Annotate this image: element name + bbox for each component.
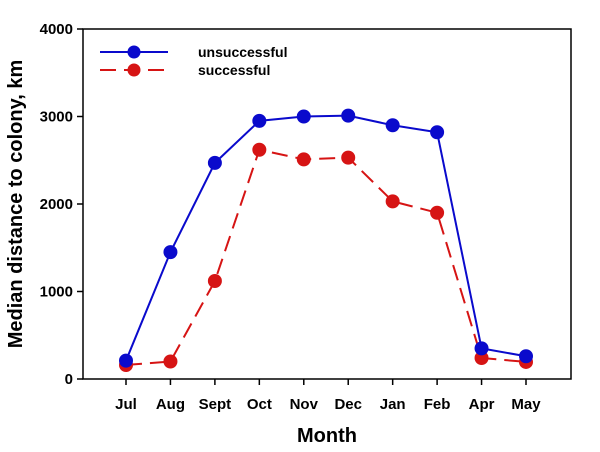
data-point [296, 152, 311, 167]
data-point [341, 108, 356, 123]
x-tick-label: Apr [469, 396, 495, 413]
series-unsuccessful [119, 108, 533, 368]
x-tick-label: Jan [380, 396, 406, 413]
y-tick-label: 2000 [40, 196, 73, 213]
legend-label: unsuccessful [198, 44, 287, 60]
series-line [125, 114, 527, 362]
x-axis-title: Month [297, 425, 357, 447]
series-successful [119, 142, 533, 372]
x-axis: Jul Aug Sept Oct Nov Dec Jan Feb Apr May [115, 379, 541, 413]
x-tick-label: Aug [156, 396, 185, 413]
legend-marker [127, 45, 141, 59]
x-tick-label: May [511, 396, 541, 413]
plot-frame [82, 28, 572, 380]
data-point [207, 155, 222, 170]
data-point [163, 354, 178, 369]
data-point [430, 125, 445, 140]
data-point [163, 245, 178, 260]
data-point [474, 341, 489, 356]
legend-marker [127, 63, 141, 77]
series-layer [119, 108, 533, 372]
legend: unsuccessful successful [100, 44, 287, 78]
data-point [385, 118, 400, 133]
data-point [385, 194, 400, 209]
data-point [519, 349, 533, 364]
data-point [252, 142, 267, 157]
x-tick-label: Dec [334, 396, 362, 413]
data-point [341, 150, 356, 165]
series-line [125, 148, 527, 366]
legend-label: successful [198, 62, 270, 78]
x-tick-label: Nov [290, 396, 319, 413]
y-axis: 0 1000 2000 3000 4000 [40, 21, 83, 388]
x-tick-label: Jul [115, 396, 137, 413]
y-axis-title: Median distance to colony, km [5, 60, 27, 349]
data-point [296, 109, 311, 124]
data-point [252, 113, 267, 128]
data-point [207, 274, 222, 288]
x-tick-label: Feb [424, 396, 451, 413]
y-tick-label: 3000 [40, 109, 73, 126]
y-tick-label: 4000 [40, 21, 73, 38]
x-tick-label: Oct [247, 396, 272, 413]
data-point [119, 353, 133, 368]
data-point [430, 205, 445, 220]
x-tick-label: Sept [199, 396, 232, 413]
y-tick-label: 0 [65, 371, 73, 388]
y-tick-label: 1000 [40, 284, 73, 301]
